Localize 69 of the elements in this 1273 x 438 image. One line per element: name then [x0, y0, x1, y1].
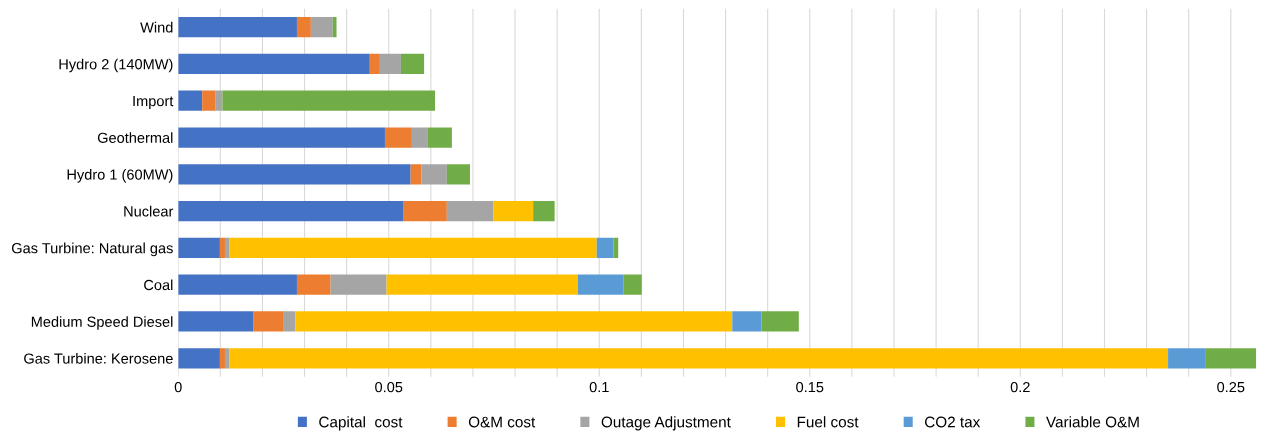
y-tick-label: Medium Speed Diesel: [31, 316, 173, 330]
bar: [295, 311, 733, 332]
bar: [761, 311, 799, 332]
x-tick-label: 0.2: [1010, 381, 1030, 393]
bar: [596, 237, 614, 259]
y-tick-label: Import: [133, 95, 174, 110]
bar: [178, 164, 411, 185]
x-tick-label: 0.25: [1217, 381, 1245, 393]
legend-label: CO2 tax: [925, 416, 981, 428]
x-tick-label: 0.1: [589, 381, 609, 393]
bar: [296, 274, 331, 295]
bar: [403, 201, 447, 222]
bar: [296, 17, 311, 38]
bar: [310, 17, 333, 38]
bar: [400, 53, 425, 75]
bar: [1168, 348, 1206, 369]
bar: [577, 274, 624, 295]
bar: [1205, 348, 1257, 369]
y-tick-label: Geothermal: [97, 132, 173, 143]
bar: [411, 127, 428, 148]
x-tick-label: 0.15: [796, 381, 824, 393]
bar: [283, 311, 296, 332]
legend-label: O&M cost: [468, 416, 536, 428]
legend-label: Fuel cost: [797, 416, 859, 428]
bar: [369, 53, 380, 75]
bar: [178, 348, 220, 369]
bar: [178, 90, 203, 111]
bar: [384, 127, 412, 148]
bar: [178, 311, 254, 332]
y-tick-label: Hydro 2 (140MW): [59, 58, 173, 73]
bar: [623, 274, 642, 295]
y-tick-label: Wind: [140, 21, 173, 33]
y-tick-label: Hydro 1 (60MW): [67, 169, 173, 183]
bar: [222, 90, 436, 111]
bar: [330, 274, 387, 295]
bar: [493, 201, 534, 222]
bar: [178, 274, 297, 295]
bar: [332, 17, 337, 38]
bar: [446, 201, 494, 222]
bar: [379, 53, 401, 75]
y-tick-label: Gas Turbine: Kerosene: [24, 353, 173, 364]
y-tick-label: Coal: [144, 279, 173, 291]
bar: [178, 53, 370, 75]
bar: [219, 237, 225, 259]
bar: [533, 201, 555, 222]
bar: [178, 127, 385, 148]
bar: [732, 311, 762, 332]
bar: [410, 164, 422, 185]
legend-label: Capital cost: [319, 416, 403, 431]
bar: [178, 17, 297, 38]
bar: [427, 127, 452, 148]
bar: [229, 348, 1169, 369]
bar: [446, 164, 470, 185]
bar: [386, 274, 578, 295]
bar: [253, 311, 284, 332]
bar: [224, 348, 230, 369]
bar: [219, 348, 225, 369]
x-tick-label: 0: [174, 381, 182, 393]
bar: [178, 237, 220, 259]
bar: [229, 237, 597, 259]
bar: [178, 201, 404, 222]
bar: [224, 237, 230, 259]
legend-label: Outage Adjustment: [601, 416, 731, 431]
y-tick-label: Nuclear: [124, 205, 174, 217]
bar: [202, 90, 216, 111]
x-tick-label: 0.05: [375, 381, 403, 393]
legend-label: Variable O&M: [1046, 416, 1139, 428]
bar: [421, 164, 447, 185]
y-tick-label: Gas Turbine: Natural gas: [11, 242, 173, 257]
